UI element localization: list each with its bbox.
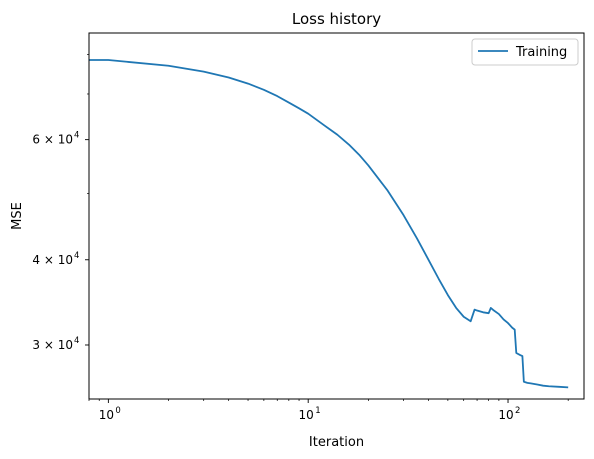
x-axis-ticks: 10 0 10 1 10 2 [88,399,569,422]
chart-title: Loss history [292,10,381,28]
x-axis-label: Iteration [309,435,364,450]
x-tick-label: 10 [299,408,314,422]
y-tick-label: 4 × 10 [32,253,73,267]
y-tick-label: 3 × 10 [32,338,73,352]
y-tick-exponent: 4 [74,336,79,346]
x-tick-exponent: 1 [315,406,320,416]
y-axis-ticks: 3 × 10 44 × 10 46 × 10 4 [32,54,89,352]
x-tick-label: 10 [498,408,513,422]
legend-box [471,38,579,66]
legend: Training [471,38,579,66]
lines-layer [89,59,569,389]
plot-area [88,32,585,400]
x-tick-exponent: 2 [515,406,520,416]
x-tick-exponent: 0 [115,406,120,416]
series-line-training [89,59,569,389]
x-tick-label: 10 [99,408,114,422]
y-tick-exponent: 4 [74,131,79,141]
legend-label-training: Training [515,45,567,60]
axes-frame [88,32,585,400]
y-tick-label: 6 × 10 [32,133,73,147]
y-tick-exponent: 4 [74,251,79,261]
y-axis-label: MSE [10,202,25,230]
